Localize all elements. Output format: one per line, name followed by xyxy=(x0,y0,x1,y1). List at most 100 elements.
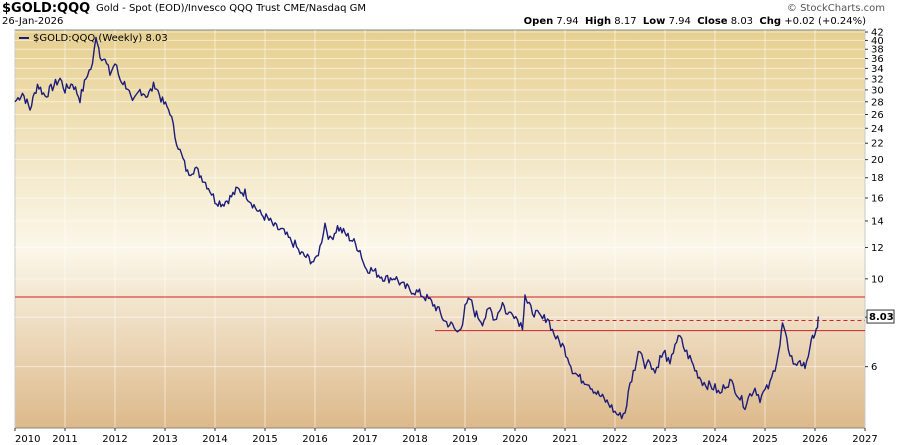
ohlc-readout: Open 7.94 High 8.17 Low 7.94 Close 8.03 … xyxy=(524,16,866,27)
price-box: 8.03 xyxy=(866,309,895,324)
data-point xyxy=(169,111,170,112)
data-point xyxy=(372,270,373,271)
y-tick-label: 24 xyxy=(871,124,884,135)
data-point xyxy=(457,332,458,333)
data-point xyxy=(494,319,495,320)
data-point xyxy=(237,189,238,190)
x-tick-label: 2012 xyxy=(102,434,127,445)
data-point xyxy=(644,363,645,364)
data-point xyxy=(749,394,750,395)
open-label: Open xyxy=(523,16,554,27)
data-point xyxy=(572,369,573,370)
data-point xyxy=(524,293,525,294)
data-point xyxy=(759,397,760,398)
data-point xyxy=(282,230,283,231)
data-point xyxy=(202,177,203,178)
x-tick-label: 2023 xyxy=(652,434,677,445)
y-tick-label: 38 xyxy=(871,45,884,56)
data-point xyxy=(804,363,805,364)
data-point xyxy=(547,317,548,318)
data-point xyxy=(659,358,660,359)
exchange-text: CME/Nasdaq GM xyxy=(283,3,367,14)
data-point xyxy=(674,342,675,343)
data-point xyxy=(409,289,410,290)
data-point xyxy=(684,350,685,351)
data-point xyxy=(127,86,128,87)
data-point xyxy=(814,332,815,333)
data-point xyxy=(799,358,800,359)
data-point xyxy=(22,92,23,93)
data-point xyxy=(259,213,260,214)
data-point xyxy=(512,310,513,311)
low-label: Low xyxy=(642,16,666,27)
data-point xyxy=(789,352,790,353)
data-point xyxy=(244,192,245,193)
data-point xyxy=(64,89,65,90)
data-point xyxy=(664,352,665,353)
y-tick-label: 34 xyxy=(871,64,884,75)
last-price-label: 8.03 xyxy=(869,312,894,323)
data-point xyxy=(422,294,423,295)
data-point xyxy=(769,384,770,385)
data-point xyxy=(414,291,415,292)
data-point xyxy=(624,412,625,413)
description-text: Gold - Spot (EOD)/Invesco QQQ Trust xyxy=(96,3,281,14)
data-point xyxy=(114,63,115,64)
x-tick-label: 2013 xyxy=(152,434,177,445)
data-point xyxy=(707,384,708,385)
data-point xyxy=(689,358,690,359)
y-tick-label: 36 xyxy=(871,54,884,65)
chart-header: $GOLD:QQQ Gold - Spot (EOD)/Invesco QQQ … xyxy=(0,0,899,30)
data-point xyxy=(379,275,380,276)
data-point xyxy=(739,397,740,398)
x-tick-label: 2016 xyxy=(302,434,327,445)
symbol-title: $GOLD:QQQ xyxy=(2,1,91,16)
series-layer xyxy=(14,36,820,420)
data-point xyxy=(109,73,110,74)
data-point xyxy=(634,366,635,367)
data-point xyxy=(72,83,73,84)
data-point xyxy=(552,330,553,331)
data-point xyxy=(517,319,518,320)
high-label: High xyxy=(585,16,612,27)
x-tick-label: 2010 xyxy=(15,434,40,445)
data-point xyxy=(562,345,563,346)
x-tick-label: 2017 xyxy=(352,434,377,445)
data-point xyxy=(744,404,745,405)
y-axis: 681012141618202224262830323436384042 xyxy=(865,28,884,373)
data-point xyxy=(817,328,818,329)
chart-date: 26-Jan-2026 xyxy=(2,16,64,27)
data-point xyxy=(462,321,463,322)
data-point xyxy=(307,257,308,258)
high-value: 8.17 xyxy=(614,16,637,27)
data-point xyxy=(567,355,568,356)
data-point xyxy=(452,325,453,326)
data-point xyxy=(754,387,755,388)
data-point xyxy=(329,240,330,241)
y-tick-label: 42 xyxy=(871,28,884,39)
data-point xyxy=(619,416,620,417)
data-point xyxy=(809,350,810,351)
open-value: 7.94 xyxy=(556,16,579,27)
y-tick-label: 28 xyxy=(871,97,884,108)
data-point xyxy=(214,200,215,201)
data-point xyxy=(464,308,465,309)
y-tick-label: 10 xyxy=(871,274,884,285)
data-point xyxy=(289,240,290,241)
data-point xyxy=(364,267,365,268)
data-point xyxy=(387,278,388,279)
data-point xyxy=(719,394,720,395)
y-tick-label: 26 xyxy=(871,110,884,121)
close-value: 8.03 xyxy=(730,16,754,27)
data-point xyxy=(649,360,650,361)
data-point xyxy=(669,366,670,367)
data-point xyxy=(522,325,523,326)
data-point xyxy=(482,321,483,322)
data-point xyxy=(139,89,140,90)
data-point xyxy=(784,335,785,336)
data-point xyxy=(714,387,715,388)
y-tick-label: 30 xyxy=(871,85,884,96)
data-point xyxy=(532,310,533,311)
last-price-box xyxy=(866,309,895,324)
